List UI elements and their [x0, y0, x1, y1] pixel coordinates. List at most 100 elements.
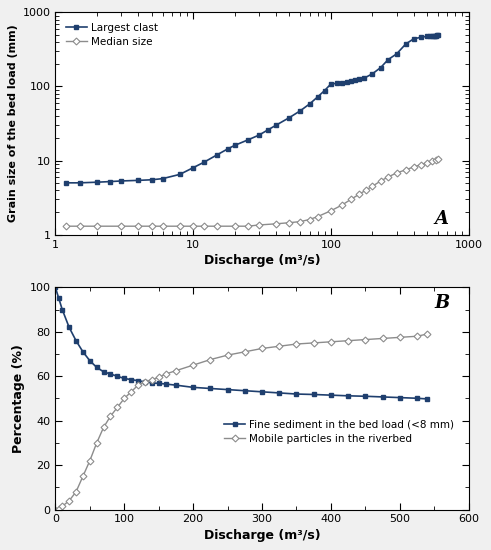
Largest clast	[434, 32, 440, 39]
Fine sediment in the bed load (<8 mm)	[108, 371, 113, 377]
Mobile particles in the riverbed	[311, 339, 317, 346]
Median size	[77, 223, 82, 229]
Largest clast	[225, 145, 231, 152]
Largest clast	[433, 32, 439, 39]
Median size	[273, 221, 279, 227]
Largest clast	[77, 179, 82, 186]
Fine sediment in the bed load (<8 mm)	[294, 390, 300, 397]
Mobile particles in the riverbed	[242, 349, 248, 355]
Median size	[394, 169, 400, 176]
Median size	[298, 218, 303, 225]
Mobile particles in the riverbed	[53, 507, 58, 513]
Fine sediment in the bed load (<8 mm)	[142, 378, 148, 385]
Mobile particles in the riverbed	[173, 367, 179, 374]
Fine sediment in the bed load (<8 mm)	[163, 381, 168, 387]
Largest clast	[429, 32, 435, 39]
Median size	[160, 223, 165, 229]
Fine sediment in the bed load (<8 mm)	[424, 395, 430, 402]
Mobile particles in the riverbed	[156, 374, 162, 381]
Largest clast	[334, 80, 340, 87]
Largest clast	[431, 32, 437, 39]
Mobile particles in the riverbed	[59, 503, 65, 510]
Fine sediment in the bed load (<8 mm)	[259, 388, 265, 395]
Largest clast	[256, 132, 262, 139]
Fine sediment in the bed load (<8 mm)	[149, 379, 155, 386]
Mobile particles in the riverbed	[224, 352, 230, 359]
Median size	[378, 178, 383, 184]
Mobile particles in the riverbed	[94, 439, 100, 446]
Fine sediment in the bed load (<8 mm)	[311, 391, 317, 398]
Mobile particles in the riverbed	[66, 497, 72, 504]
Largest clast	[245, 136, 251, 143]
Largest clast	[339, 80, 345, 86]
Mobile particles in the riverbed	[73, 488, 79, 495]
Mobile particles in the riverbed	[87, 458, 93, 464]
Text: B: B	[434, 294, 449, 312]
Mobile particles in the riverbed	[135, 382, 141, 388]
Largest clast	[369, 70, 375, 77]
Median size	[190, 223, 196, 229]
Largest clast	[394, 51, 400, 57]
Median size	[418, 161, 424, 168]
Median size	[339, 202, 345, 208]
Median size	[63, 223, 69, 229]
Largest clast	[361, 75, 367, 81]
Y-axis label: Grain size of the bed load (mm): Grain size of the bed load (mm)	[8, 25, 18, 222]
Median size	[177, 223, 183, 229]
Largest clast	[328, 81, 334, 87]
Mobile particles in the riverbed	[114, 404, 120, 411]
Largest clast	[427, 32, 433, 39]
Mobile particles in the riverbed	[345, 337, 351, 344]
Fine sediment in the bed load (<8 mm)	[345, 393, 351, 399]
Largest clast	[160, 175, 165, 182]
X-axis label: Discharge (m³/s): Discharge (m³/s)	[204, 254, 320, 267]
Fine sediment in the bed load (<8 mm)	[73, 337, 79, 344]
Fine sediment in the bed load (<8 mm)	[128, 376, 134, 383]
Largest clast	[273, 122, 279, 129]
Median size	[286, 219, 292, 226]
Median size	[424, 160, 430, 166]
Mobile particles in the riverbed	[294, 340, 300, 347]
Fine sediment in the bed load (<8 mm)	[156, 380, 162, 387]
Largest clast	[136, 177, 141, 184]
Fine sediment in the bed load (<8 mm)	[56, 295, 62, 302]
Fine sediment in the bed load (<8 mm)	[80, 349, 86, 355]
Median size	[118, 223, 124, 229]
Median size	[256, 222, 262, 228]
Fine sediment in the bed load (<8 mm)	[328, 392, 334, 398]
Largest clast	[201, 159, 207, 166]
Median size	[232, 223, 238, 229]
Median size	[433, 157, 439, 163]
Mobile particles in the riverbed	[276, 343, 282, 350]
Largest clast	[403, 41, 409, 47]
Largest clast	[94, 179, 100, 185]
Median size	[356, 191, 362, 197]
Fine sediment in the bed load (<8 mm)	[362, 393, 368, 399]
Fine sediment in the bed load (<8 mm)	[397, 394, 403, 401]
Mobile particles in the riverbed	[121, 395, 127, 402]
Largest clast	[385, 56, 391, 63]
Fine sediment in the bed load (<8 mm)	[414, 395, 420, 402]
Fine sediment in the bed load (<8 mm)	[276, 389, 282, 396]
Largest clast	[149, 177, 155, 183]
Median size	[348, 196, 354, 202]
Median size	[136, 223, 141, 229]
Mobile particles in the riverbed	[101, 424, 107, 431]
Mobile particles in the riverbed	[149, 376, 155, 383]
Fine sediment in the bed load (<8 mm)	[242, 387, 248, 394]
Line: Fine sediment in the bed load (<8 mm): Fine sediment in the bed load (<8 mm)	[53, 285, 430, 402]
Fine sediment in the bed load (<8 mm)	[135, 377, 141, 384]
Median size	[94, 223, 100, 229]
Mobile particles in the riverbed	[207, 356, 213, 363]
Largest clast	[424, 33, 430, 40]
Largest clast	[298, 107, 303, 114]
Median size	[411, 163, 417, 170]
Largest clast	[432, 32, 438, 39]
Largest clast	[322, 87, 327, 94]
Largest clast	[215, 151, 220, 158]
Line: Median size: Median size	[64, 157, 440, 229]
Largest clast	[177, 171, 183, 178]
Largest clast	[190, 164, 196, 171]
Mobile particles in the riverbed	[328, 338, 334, 345]
Mobile particles in the riverbed	[163, 371, 168, 377]
